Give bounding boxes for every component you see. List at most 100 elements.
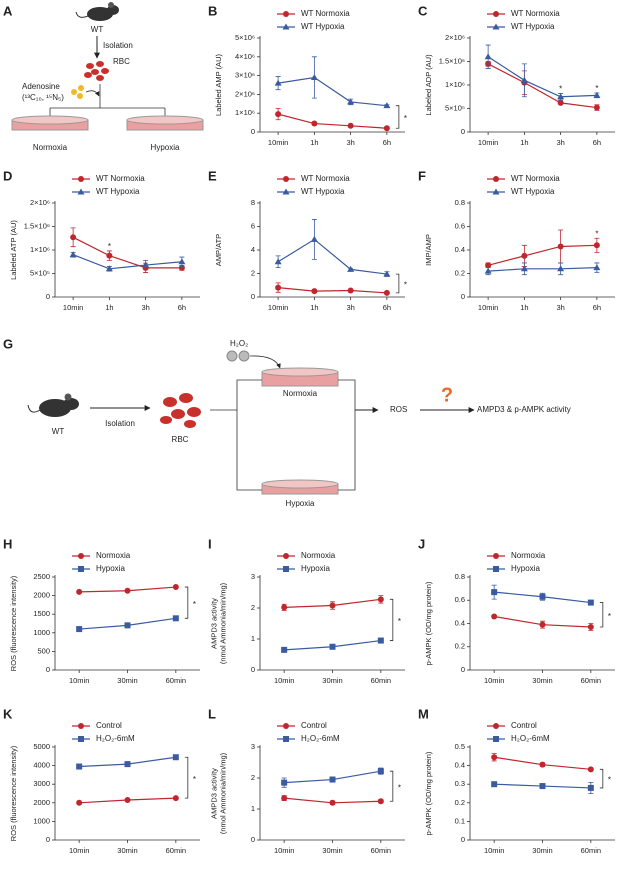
x-tick-label: 6h — [593, 138, 601, 147]
y-axis-label: AMP/ATP — [214, 234, 223, 266]
marker — [281, 779, 288, 786]
marker — [76, 588, 83, 595]
x-tick-label: 3h — [346, 303, 354, 312]
significance-bracket — [389, 770, 394, 802]
y-tick-label: 1.5×10⁶ — [24, 221, 50, 230]
legend-label: Normoxia — [301, 551, 336, 560]
axis — [469, 201, 615, 298]
marker — [310, 235, 318, 242]
legend-label: Hypoxia — [511, 564, 540, 573]
marker — [283, 11, 289, 17]
marker — [178, 258, 186, 265]
marker — [539, 621, 546, 628]
y-tick-label: 0.4 — [455, 618, 465, 627]
axis — [259, 575, 405, 671]
marker — [492, 188, 500, 195]
marker — [77, 188, 85, 195]
marker — [593, 242, 600, 249]
y-tick-label: 4 — [251, 245, 255, 254]
significance-bracket — [184, 586, 189, 619]
x-tick-label: 10min — [484, 846, 504, 855]
target-label: AMPD3 & p-AMPK activity — [477, 405, 571, 414]
legend-label: Hypoxia — [96, 564, 125, 573]
marker — [557, 243, 564, 250]
marker — [491, 613, 498, 620]
x-tick-label: 3h — [556, 303, 564, 312]
condition-label: Normoxia — [33, 143, 68, 152]
panel-label: G — [3, 336, 13, 351]
y-tick-label: 0.8 — [455, 572, 465, 581]
panel-label: H — [3, 536, 12, 551]
marker — [281, 604, 288, 611]
panel-label: A — [3, 3, 13, 18]
y-tick-label: 0 — [251, 665, 255, 674]
marker — [377, 768, 384, 775]
series-line — [72, 236, 182, 269]
marker — [557, 99, 564, 106]
marker — [124, 761, 131, 768]
significance-bracket — [184, 756, 189, 799]
y-tick-label: 1000 — [33, 628, 50, 637]
x-tick-label: 3h — [556, 138, 564, 147]
x-tick-label: 10min — [484, 676, 504, 685]
significance-mark: * — [608, 776, 611, 785]
reagent-label: H₂O₂ — [230, 339, 248, 348]
y-axis-label: (nmol Ammonia/min/mg) — [218, 752, 227, 834]
legend-label: WT Normoxia — [96, 174, 145, 183]
y-axis-label: Labeled ADP (AU) — [424, 54, 433, 116]
arrow — [85, 90, 100, 97]
y-axis-label: AMPD3 activity — [209, 598, 218, 649]
marker — [491, 781, 498, 788]
y-tick-label: 2×10⁶ — [30, 198, 50, 207]
significance-mark: * — [608, 612, 611, 621]
step-label: Isolation — [105, 419, 135, 428]
x-tick-label: 30min — [322, 846, 342, 855]
x-tick-label: 1h — [310, 138, 318, 147]
marker — [329, 776, 336, 783]
axis — [469, 745, 615, 841]
significance-mark: * — [595, 84, 598, 93]
y-tick-label: 2 — [251, 603, 255, 612]
marker — [78, 553, 84, 559]
legend-label: WT Normoxia — [301, 174, 350, 183]
panel-label: K — [3, 706, 13, 721]
marker — [69, 251, 77, 258]
marker — [76, 626, 83, 633]
marker — [587, 599, 594, 606]
y-tick-label: 3 — [251, 572, 255, 581]
x-tick-label: 60min — [166, 846, 186, 855]
marker — [593, 104, 600, 111]
marker — [283, 553, 289, 559]
marker — [491, 754, 498, 761]
x-tick-label: 3h — [141, 303, 149, 312]
marker — [78, 176, 84, 182]
reagent-balls — [226, 350, 250, 362]
marker — [124, 622, 131, 629]
y-tick-label: 6 — [251, 221, 255, 230]
legend-label: WT Hypoxia — [511, 187, 555, 196]
product-label: ROS — [390, 405, 407, 414]
y-axis-label: AMPD3 activity — [209, 768, 218, 819]
legend-label: WT Normoxia — [511, 174, 560, 183]
condition-label: Hypoxia — [151, 143, 180, 152]
marker — [78, 566, 84, 572]
significance-bracket — [395, 273, 400, 294]
y-tick-label: 2 — [251, 773, 255, 782]
significance-mark: * — [404, 114, 407, 123]
series-line — [277, 238, 387, 275]
y-tick-label: 3 — [251, 742, 255, 751]
legend-label: WT Hypoxia — [511, 22, 555, 31]
marker — [377, 798, 384, 805]
marker — [493, 176, 499, 182]
marker — [283, 723, 289, 729]
y-tick-label: 0.5 — [455, 742, 465, 751]
marker — [329, 799, 336, 806]
y-axis-label: ROS (fluorescence intensity) — [9, 575, 18, 671]
legend-label: WT Hypoxia — [301, 187, 345, 196]
x-tick-label: 10min — [478, 303, 498, 312]
y-tick-label: 1×10⁶ — [235, 108, 255, 117]
legend-label: Normoxia — [96, 551, 131, 560]
y-tick-label: 3000 — [33, 779, 50, 788]
y-tick-label: 5×10⁶ — [235, 33, 255, 42]
y-tick-label: 0 — [251, 292, 255, 301]
